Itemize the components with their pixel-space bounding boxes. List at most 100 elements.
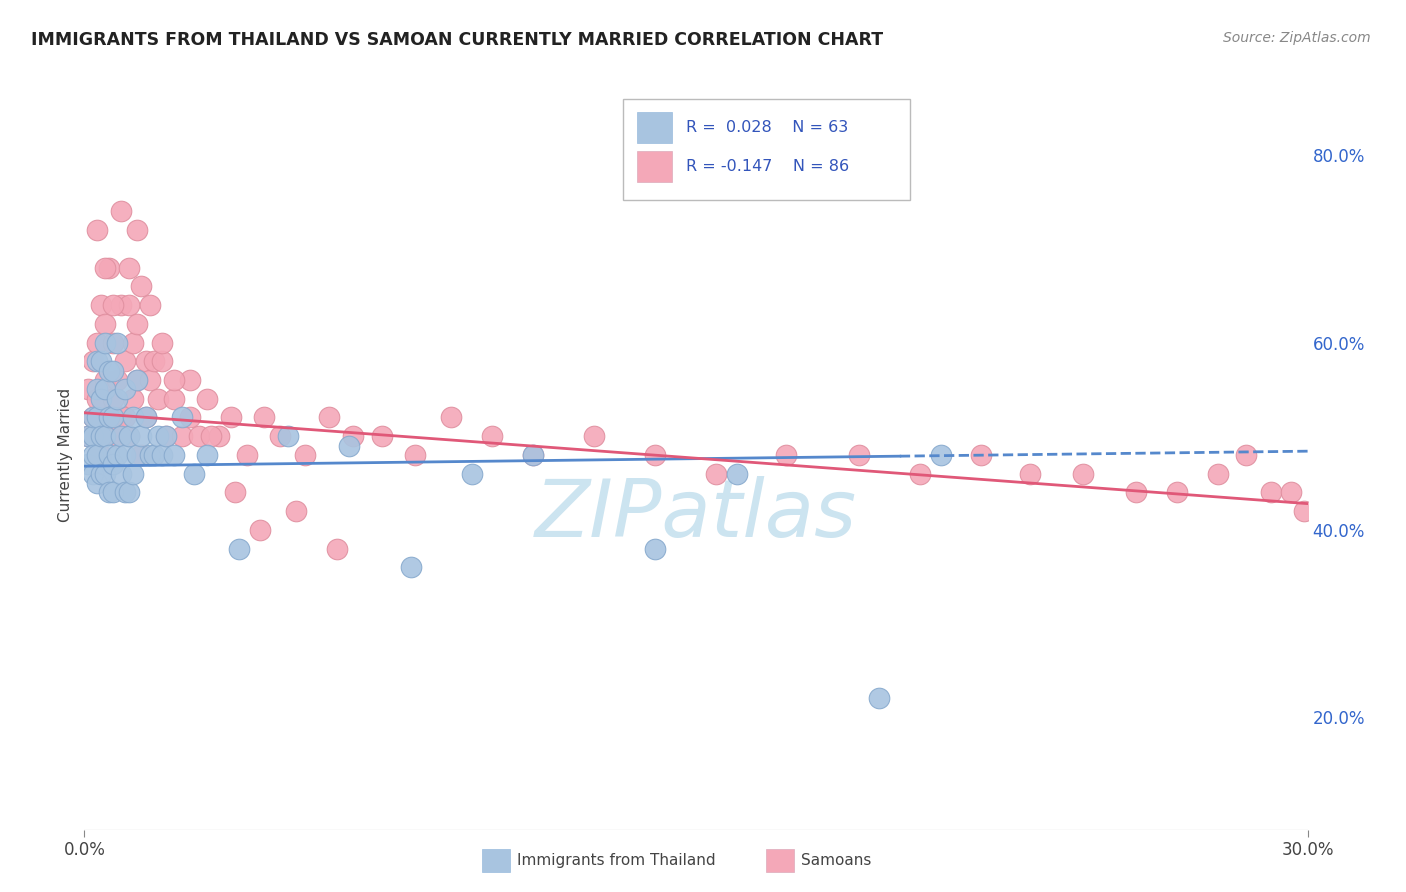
Point: [105, 448, 128, 462]
Point: [118, 429, 141, 443]
Point: [122, 410, 145, 425]
Point: [93, 429, 115, 443]
Point: [90, 467, 112, 481]
Text: R = -0.147    N = 86: R = -0.147 N = 86: [686, 159, 849, 174]
Point: [93, 429, 115, 443]
Point: [142, 448, 165, 462]
Point: [172, 410, 194, 425]
Point: [114, 485, 136, 500]
Point: [118, 429, 141, 443]
Point: [249, 523, 271, 537]
Point: [122, 467, 145, 481]
Point: [146, 392, 169, 406]
Text: Source: ZipAtlas.com: Source: ZipAtlas.com: [1223, 31, 1371, 45]
Point: [1125, 485, 1147, 500]
Point: [172, 429, 194, 443]
Point: [1236, 448, 1258, 462]
Point: [187, 429, 209, 443]
Point: [97, 448, 120, 462]
Point: [522, 448, 544, 462]
Point: [77, 429, 100, 443]
Point: [110, 410, 132, 425]
Point: [93, 260, 115, 275]
Point: [82, 410, 104, 425]
Point: [163, 448, 186, 462]
Point: [253, 410, 276, 425]
Point: [326, 541, 349, 556]
Point: [82, 354, 104, 368]
Point: [97, 364, 120, 378]
Point: [127, 448, 149, 462]
Point: [93, 382, 115, 396]
Point: [86, 354, 108, 368]
Point: [82, 410, 104, 425]
Point: [127, 373, 149, 387]
Point: [101, 457, 124, 471]
Point: [86, 223, 108, 237]
FancyBboxPatch shape: [623, 99, 910, 200]
Point: [86, 382, 108, 396]
Point: [644, 448, 666, 462]
Point: [1019, 467, 1042, 481]
Point: [155, 429, 177, 443]
Point: [285, 504, 308, 518]
Point: [93, 373, 115, 387]
Point: [342, 429, 364, 443]
Point: [105, 335, 128, 350]
Point: [146, 429, 169, 443]
Point: [929, 448, 952, 462]
Point: [93, 467, 115, 481]
Point: [371, 429, 394, 443]
Point: [82, 467, 104, 481]
Point: [101, 364, 124, 378]
Point: [228, 541, 250, 556]
Point: [135, 354, 157, 368]
Point: [101, 485, 124, 500]
Point: [101, 335, 124, 350]
Point: [138, 373, 160, 387]
Point: [135, 410, 157, 425]
Point: [183, 467, 205, 481]
Point: [318, 410, 340, 425]
Point: [219, 410, 242, 425]
Point: [522, 448, 544, 462]
Point: [399, 560, 422, 574]
Text: IMMIGRANTS FROM THAILAND VS SAMOAN CURRENTLY MARRIED CORRELATION CHART: IMMIGRANTS FROM THAILAND VS SAMOAN CURRE…: [31, 31, 883, 49]
Point: [294, 448, 316, 462]
Point: [269, 429, 291, 443]
Point: [86, 392, 108, 406]
Point: [86, 476, 108, 491]
Point: [277, 429, 299, 443]
Point: [122, 392, 145, 406]
Text: ZIPatlas: ZIPatlas: [534, 475, 858, 554]
Point: [110, 429, 132, 443]
Point: [644, 541, 666, 556]
Point: [725, 467, 748, 481]
Point: [86, 410, 108, 425]
Text: Immigrants from Thailand: Immigrants from Thailand: [517, 854, 716, 868]
Point: [224, 485, 246, 500]
Point: [1279, 485, 1302, 500]
Point: [1166, 485, 1188, 500]
Point: [236, 448, 259, 462]
Point: [131, 429, 153, 443]
Point: [93, 317, 115, 331]
Point: [135, 410, 157, 425]
Point: [1206, 467, 1229, 481]
Point: [1260, 485, 1282, 500]
Point: [848, 448, 870, 462]
Point: [138, 448, 160, 462]
Point: [110, 298, 132, 312]
Point: [101, 410, 124, 425]
Point: [90, 354, 112, 368]
Point: [77, 457, 100, 471]
Point: [114, 448, 136, 462]
Point: [775, 448, 797, 462]
Point: [142, 354, 165, 368]
Point: [97, 485, 120, 500]
Point: [155, 429, 177, 443]
Bar: [637, 151, 672, 182]
Point: [150, 335, 173, 350]
Point: [208, 429, 231, 443]
Point: [90, 392, 112, 406]
